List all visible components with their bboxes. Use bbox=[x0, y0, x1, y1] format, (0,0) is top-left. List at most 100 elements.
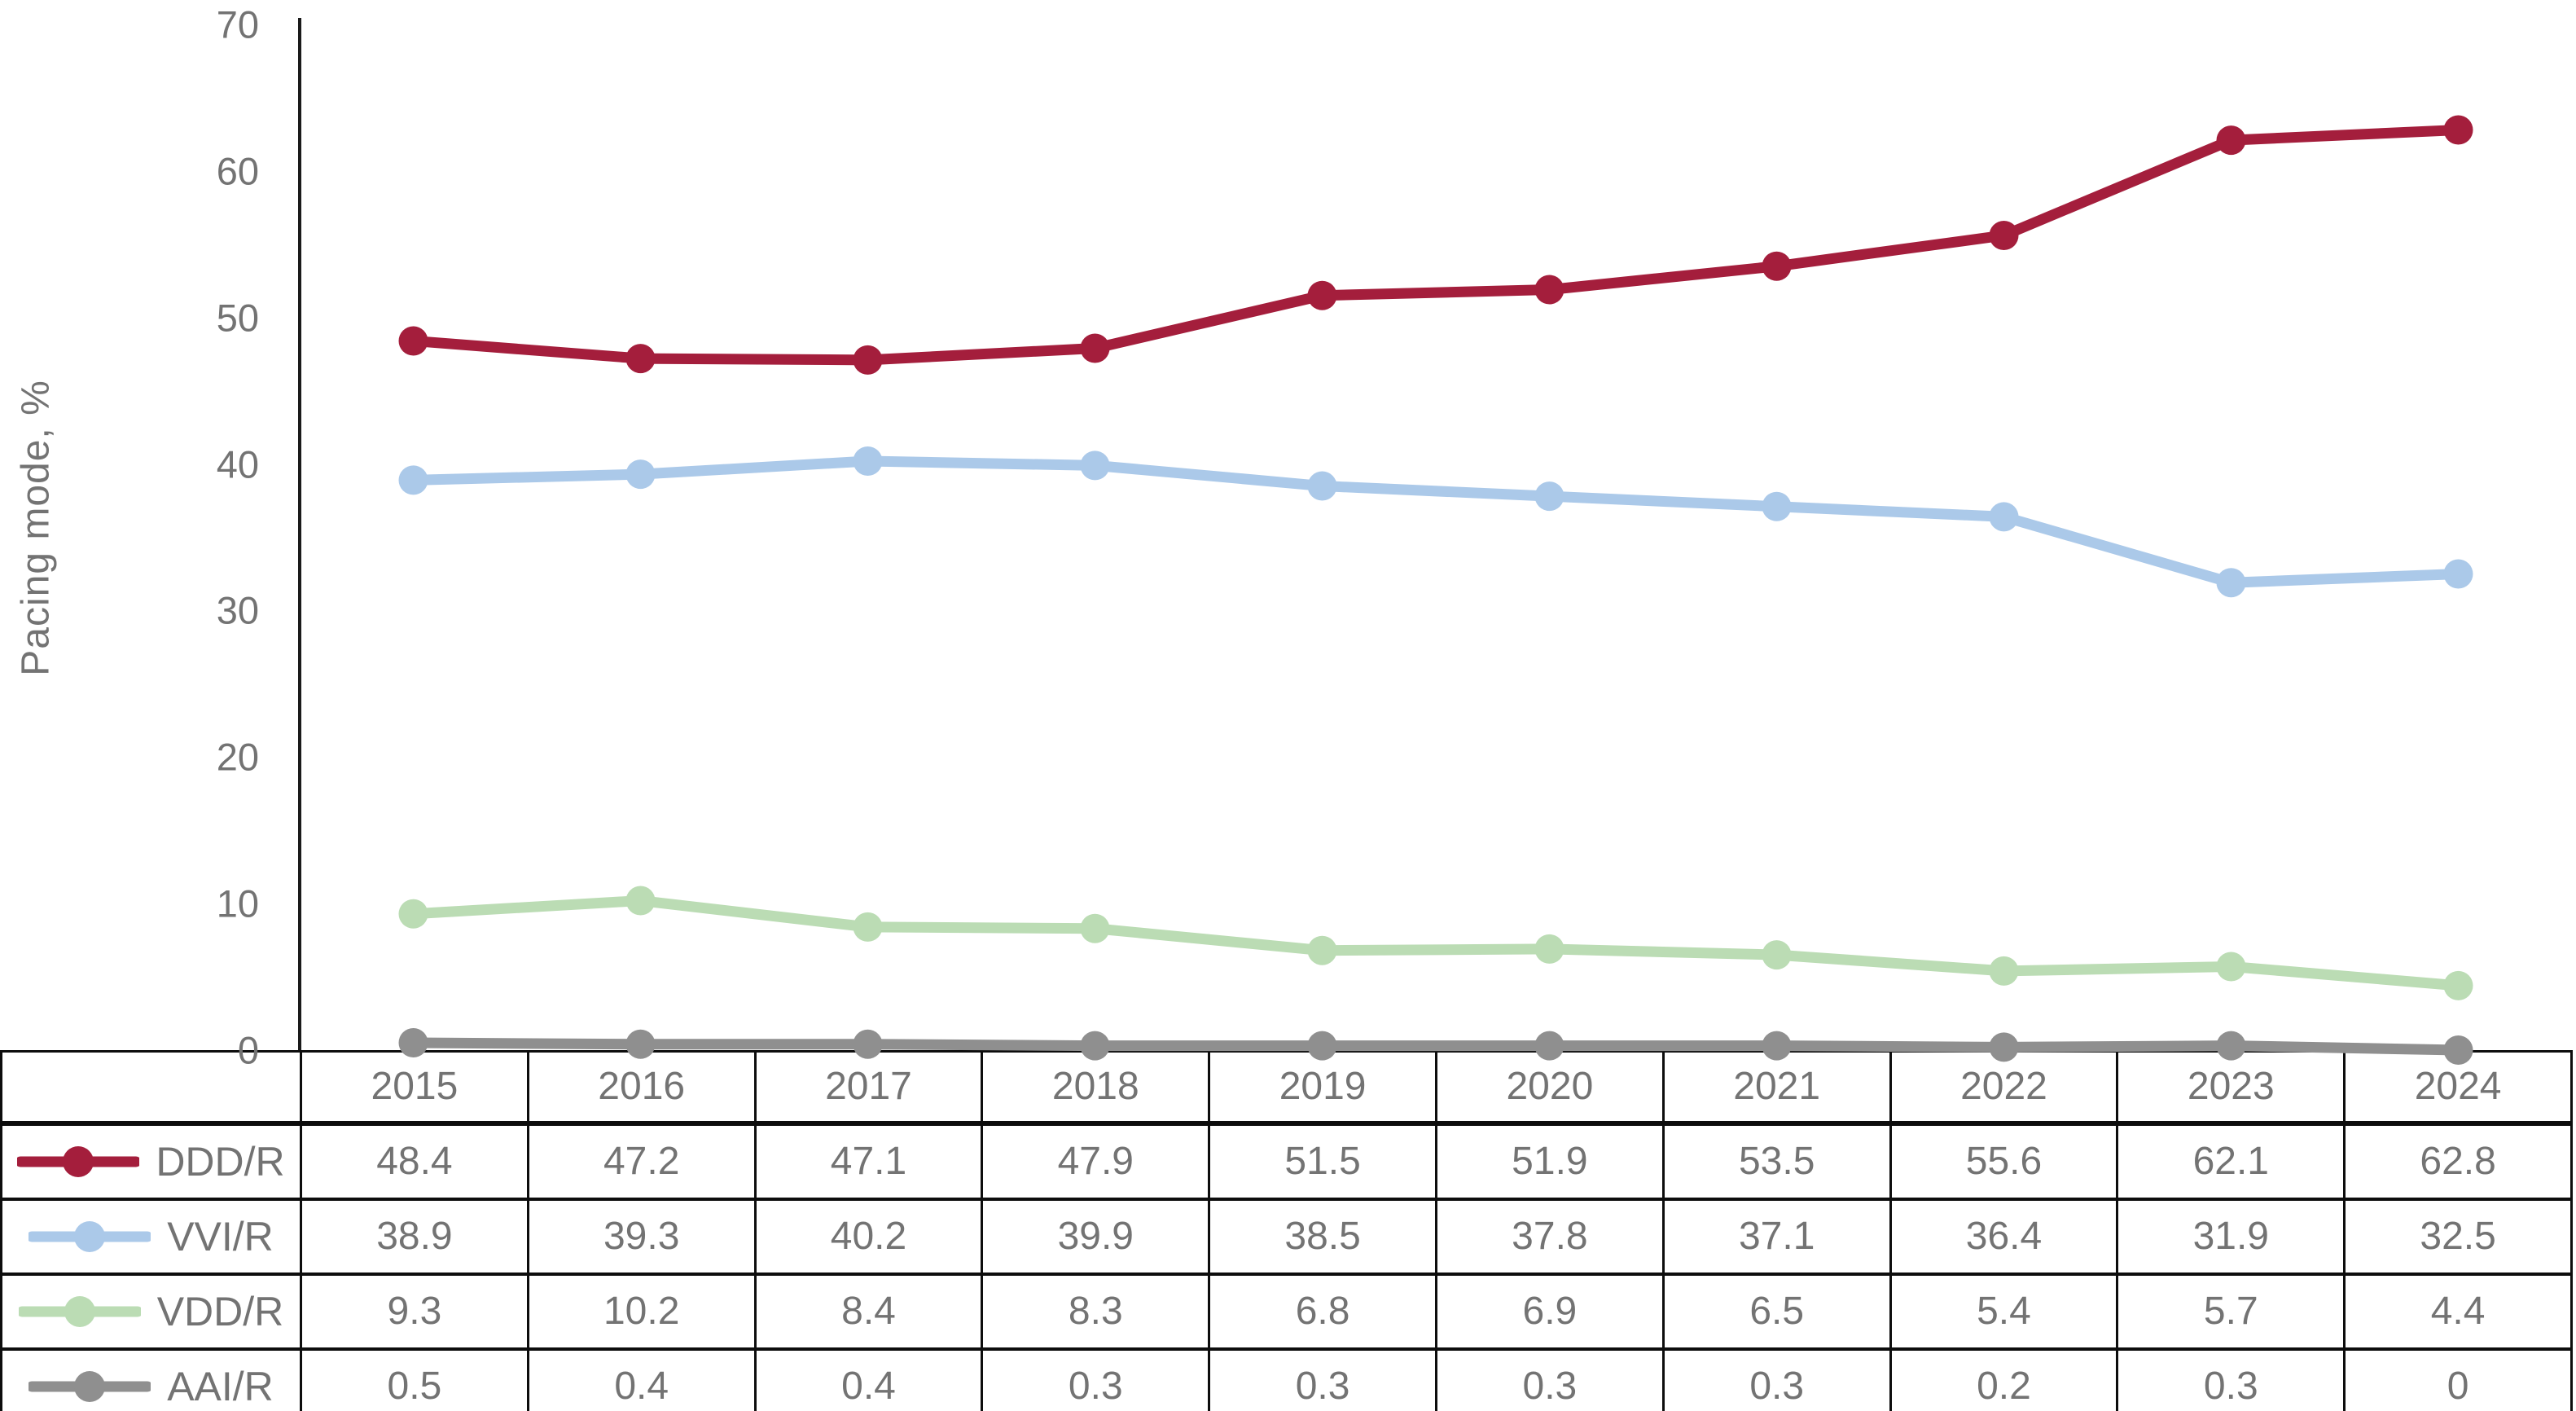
value-cell: 47.1 bbox=[753, 1121, 984, 1201]
table-row-vdd-r: VDD/R 9.3 10.2 8.4 8.3 6.8 6.9 6.5 5.4 5.7 4.4 bbox=[0, 1273, 2573, 1351]
y-tick-label: 60 bbox=[216, 149, 259, 193]
data-point-marker bbox=[1989, 502, 2019, 532]
value-cell: 10.2 bbox=[526, 1273, 757, 1351]
series-vvi-r bbox=[398, 446, 2473, 598]
series-ddd-r bbox=[398, 115, 2473, 375]
table-row-vvi-r: VVI/R 38.9 39.3 40.2 39.9 38.5 37.8 37.1 36.4 31.… bbox=[0, 1198, 2573, 1276]
y-tick-label: 0 bbox=[237, 1028, 259, 1072]
value-cell: 37.1 bbox=[1661, 1198, 1892, 1276]
data-point-marker bbox=[1762, 940, 1792, 970]
legend-cell-vvi-r: VVI/R bbox=[0, 1198, 302, 1276]
data-point-marker bbox=[398, 326, 428, 356]
year-header-cell: 2016 bbox=[526, 1050, 757, 1125]
value-cell: 32.5 bbox=[2343, 1198, 2573, 1276]
y-axis-title: Pacing mode, % bbox=[14, 380, 58, 676]
y-tick-label: 10 bbox=[216, 881, 259, 925]
data-point-marker bbox=[853, 912, 883, 942]
legend-cell-aai-r: AAI/R bbox=[0, 1347, 302, 1411]
value-cell: 31.9 bbox=[2116, 1198, 2346, 1276]
y-tick-label: 40 bbox=[216, 442, 259, 486]
legend-label: DDD/R bbox=[156, 1138, 285, 1185]
value-cell: 37.8 bbox=[1434, 1198, 1665, 1276]
value-cell: 0 bbox=[2343, 1347, 2573, 1411]
value-cell: 8.4 bbox=[753, 1273, 984, 1351]
series-line bbox=[408, 1037, 2464, 1056]
value-cell: 0.4 bbox=[526, 1347, 757, 1411]
value-cell: 0.3 bbox=[2116, 1347, 2346, 1411]
legend-key: AAI/R bbox=[4, 1352, 299, 1411]
data-table: 2015 2016 2017 2018 2019 2020 2021 2022 2023 2024… bbox=[0, 1050, 2573, 1411]
data-point-marker bbox=[2216, 952, 2246, 982]
data-point-marker bbox=[1534, 934, 1564, 964]
year-header-cell: 2024 bbox=[2343, 1050, 2573, 1125]
series-line bbox=[408, 455, 2464, 588]
data-point-marker bbox=[2216, 125, 2246, 156]
y-tick-label: 70 bbox=[216, 2, 259, 46]
legend-key: VVI/R bbox=[4, 1202, 299, 1271]
value-cell: 0.5 bbox=[300, 1347, 529, 1411]
value-cell: 0.3 bbox=[981, 1347, 1211, 1411]
data-point-marker bbox=[398, 465, 428, 495]
year-header-cell: 2020 bbox=[1434, 1050, 1665, 1125]
data-point-marker bbox=[1989, 956, 2019, 986]
data-point-marker bbox=[853, 446, 883, 476]
value-cell: 9.3 bbox=[300, 1273, 529, 1351]
legend-line-marker-icon bbox=[17, 1146, 140, 1177]
data-point-marker bbox=[1307, 935, 1337, 965]
year-header-cell: 2022 bbox=[1889, 1050, 2119, 1125]
legend-cell-ddd-r: DDD/R bbox=[0, 1121, 302, 1201]
value-cell: 0.3 bbox=[1661, 1347, 1892, 1411]
y-tick-label: 30 bbox=[216, 588, 259, 632]
table-row-aai-r: AAI/R 0.5 0.4 0.4 0.3 0.3 0.3 0.3 0.2 0.3 0 bbox=[0, 1347, 2573, 1411]
value-cell: 51.5 bbox=[1208, 1121, 1437, 1201]
legend-label: AAI/R bbox=[167, 1363, 274, 1409]
legend-key: VDD/R bbox=[4, 1277, 299, 1346]
value-cell: 38.9 bbox=[300, 1198, 529, 1276]
value-cell: 40.2 bbox=[753, 1198, 984, 1276]
data-point-marker bbox=[2216, 568, 2246, 598]
value-cell: 0.2 bbox=[1889, 1347, 2119, 1411]
data-point-marker bbox=[2443, 559, 2473, 589]
y-tick-label: 20 bbox=[216, 735, 259, 779]
year-header-cell: 2021 bbox=[1661, 1050, 1892, 1125]
value-cell: 62.1 bbox=[2116, 1121, 2346, 1201]
legend-label: VDD/R bbox=[156, 1288, 284, 1334]
year-header-cell: 2017 bbox=[753, 1050, 984, 1125]
table-corner-cell bbox=[0, 1050, 302, 1125]
value-cell: 0.3 bbox=[1208, 1347, 1437, 1411]
y-tick-label: 50 bbox=[216, 296, 259, 340]
data-point-marker bbox=[625, 886, 656, 916]
data-point-marker bbox=[853, 345, 883, 375]
value-cell: 5.7 bbox=[2116, 1273, 2346, 1351]
data-point-marker bbox=[1762, 491, 1792, 521]
value-cell: 48.4 bbox=[300, 1121, 529, 1201]
value-cell: 53.5 bbox=[1661, 1121, 1892, 1201]
legend-line-marker-icon bbox=[29, 1221, 151, 1252]
data-point-marker bbox=[625, 459, 656, 490]
value-cell: 55.6 bbox=[1889, 1121, 2119, 1201]
value-cell: 5.4 bbox=[1889, 1273, 2119, 1351]
data-point-marker bbox=[1080, 333, 1110, 363]
legend-cell-vdd-r: VDD/R bbox=[0, 1273, 302, 1351]
data-point-marker bbox=[1762, 251, 1792, 281]
value-cell: 8.3 bbox=[981, 1273, 1211, 1351]
year-header-row: 2015 2016 2017 2018 2019 2020 2021 2022 2023 2024 bbox=[0, 1050, 2573, 1125]
table-row-ddd-r: DDD/R 48.4 47.2 47.1 47.9 51.5 51.9 53.5 55.6 62.… bbox=[0, 1121, 2573, 1201]
value-cell: 47.2 bbox=[526, 1121, 757, 1201]
value-cell: 39.3 bbox=[526, 1198, 757, 1276]
data-point-marker bbox=[398, 899, 428, 929]
data-point-marker bbox=[625, 344, 656, 374]
value-cell: 62.8 bbox=[2343, 1121, 2573, 1201]
value-cell: 0.4 bbox=[753, 1347, 984, 1411]
data-point-marker bbox=[1989, 220, 2019, 250]
year-header-cell: 2015 bbox=[300, 1050, 529, 1125]
value-cell: 39.9 bbox=[981, 1198, 1211, 1276]
data-point-marker bbox=[1080, 913, 1110, 943]
series-line bbox=[408, 895, 2464, 991]
series-line bbox=[408, 124, 2464, 366]
value-cell: 38.5 bbox=[1208, 1198, 1437, 1276]
series-vdd-r bbox=[398, 886, 2473, 1000]
year-header-cell: 2023 bbox=[2116, 1050, 2346, 1125]
year-header-cell: 2019 bbox=[1208, 1050, 1437, 1125]
